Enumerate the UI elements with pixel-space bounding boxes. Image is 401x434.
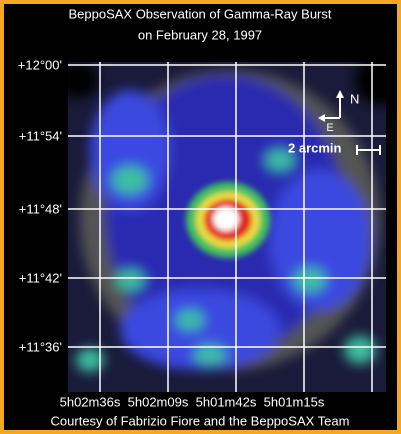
compass: N E [318,90,359,134]
compass-north: N [350,91,359,106]
dec-label: +11°54' [19,128,62,143]
scale-bar: 2 arcmin [288,140,381,155]
credit: Courtesy of Fabrizio Fiore and the Beppo… [51,413,350,428]
title-line: BeppoSAX Observation of Gamma-Ray Burst [68,6,331,21]
ra-label: 5h02m36s [60,394,121,409]
ra-label: 5h02m09s [128,394,189,409]
compass-east: E [326,122,333,134]
dec-label: +11°48' [19,201,62,216]
title-line: on February 28, 1997 [138,27,262,42]
scale-label: 2 arcmin [288,140,342,155]
dec-label: +11°42' [19,270,62,285]
ra-label: 5h01m42s [196,394,257,409]
ra-label: 5h01m15s [264,394,325,409]
coordinate-grid [68,62,386,392]
image [68,62,386,392]
dec-label: +11°36' [19,339,62,354]
dec-label: +12°00' [18,57,62,72]
